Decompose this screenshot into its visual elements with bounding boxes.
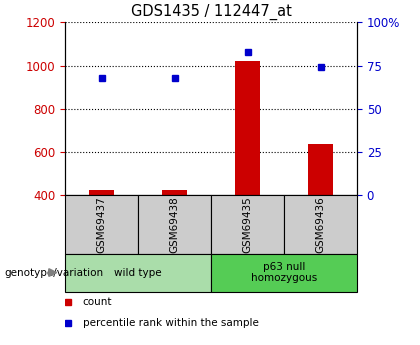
Text: GSM69435: GSM69435 bbox=[242, 196, 252, 253]
Title: GDS1435 / 112447_at: GDS1435 / 112447_at bbox=[131, 3, 291, 20]
Text: genotype/variation: genotype/variation bbox=[4, 268, 103, 277]
Text: count: count bbox=[83, 297, 112, 307]
Text: wild type: wild type bbox=[114, 268, 162, 277]
Bar bbox=[138, 195, 211, 254]
Bar bbox=[89, 189, 114, 195]
Text: GSM69438: GSM69438 bbox=[170, 196, 180, 253]
Bar bbox=[211, 195, 284, 254]
Bar bbox=[65, 195, 138, 254]
Bar bbox=[211, 254, 357, 292]
Bar bbox=[235, 61, 260, 195]
Text: p63 null
homozygous: p63 null homozygous bbox=[251, 262, 317, 283]
Bar bbox=[65, 254, 211, 292]
Bar bbox=[308, 144, 333, 195]
Bar bbox=[284, 195, 357, 254]
Text: GSM69436: GSM69436 bbox=[315, 196, 326, 253]
Text: percentile rank within the sample: percentile rank within the sample bbox=[83, 318, 258, 327]
Text: GSM69437: GSM69437 bbox=[97, 196, 107, 253]
Bar bbox=[162, 189, 187, 195]
